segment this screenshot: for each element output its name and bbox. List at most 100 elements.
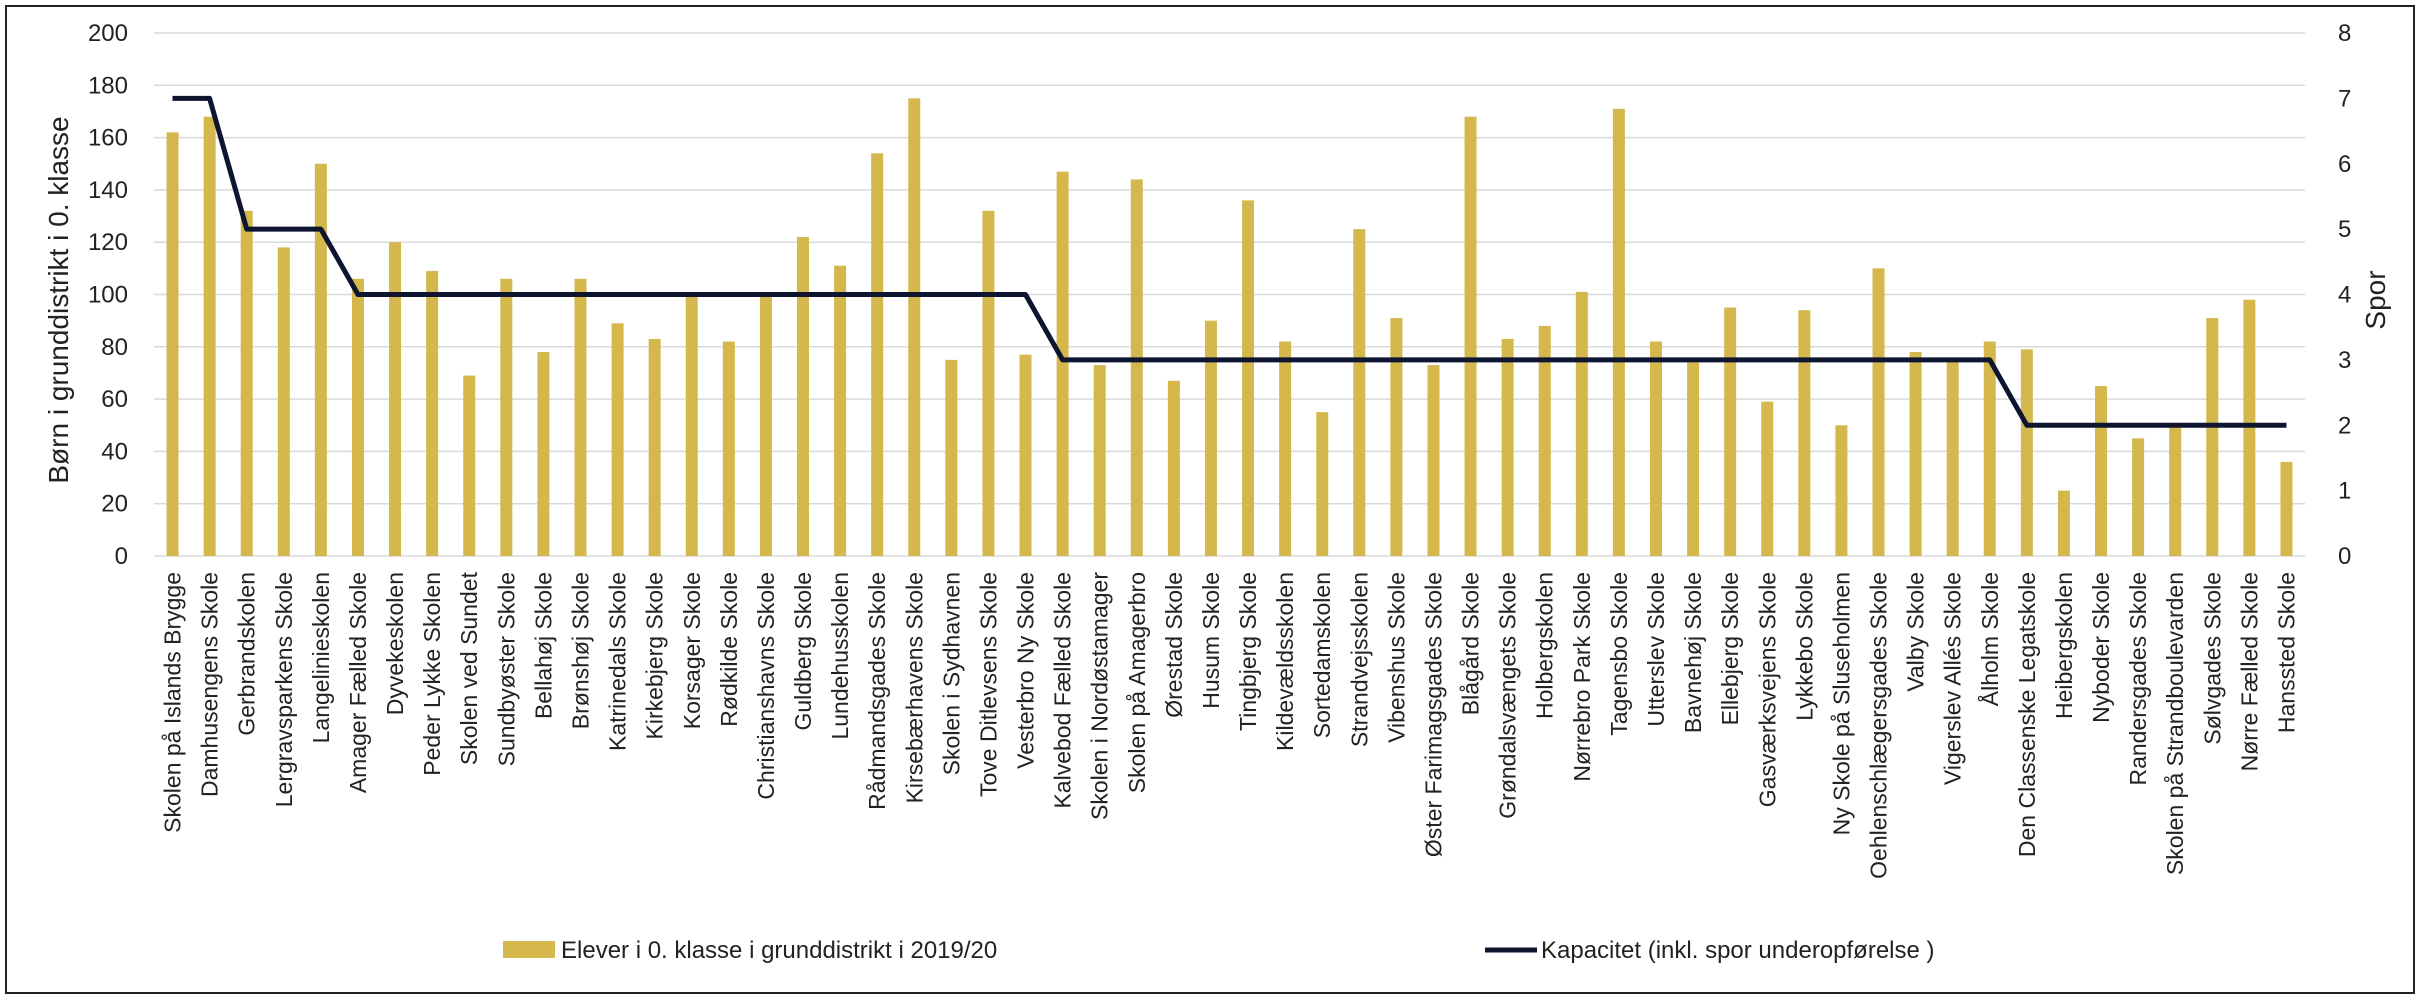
category-label: Vibenshus Skole (1383, 572, 1409, 743)
category-label: Ny Skole på Sluseholmen (1828, 572, 1854, 835)
bar (351, 278, 364, 556)
bar (1575, 291, 1588, 556)
bar (1909, 352, 1922, 556)
category-label: Ørestad Skole (1161, 572, 1187, 718)
bar (982, 210, 995, 556)
bar (797, 236, 810, 556)
bar (1798, 310, 1811, 556)
category-label: Gerbrandskolen (234, 572, 260, 736)
category-label: Ålholm Skole (1976, 572, 2003, 706)
y2-tick-label: 1 (2338, 478, 2351, 505)
bar (426, 270, 439, 556)
category-label: Vigerslev Allés Skole (1940, 572, 1966, 785)
category-label: Den Classenske Legatskole (2014, 572, 2040, 857)
y2-tick-label: 8 (2338, 20, 2351, 47)
bar (1612, 108, 1625, 557)
legend-line-label: Kapacitet (inkl. spor underopførelse ) (1541, 937, 1935, 964)
bar (1056, 171, 1069, 556)
legend-bar-label: Elever i 0. klasse i grunddistrikt i 201… (561, 937, 997, 964)
category-label: Utterslev Skole (1643, 572, 1669, 727)
category-label: Brønshøj Skole (568, 572, 594, 729)
y2-tick-label: 6 (2338, 151, 2351, 178)
bar (1427, 365, 1440, 556)
category-label: Skolen på Strandboulevarden (2162, 572, 2188, 875)
category-label: Lykkebo Skole (1791, 572, 1817, 721)
category-label: Lergravsparkens Skole (271, 572, 297, 807)
bar (1761, 401, 1774, 556)
bar (1316, 412, 1329, 556)
category-label: Skolen på Islands Brygge (160, 572, 186, 833)
category-label: Nørrebro Park Skole (1569, 572, 1595, 782)
bar (203, 116, 216, 557)
bar (166, 132, 179, 556)
y2-tick-label: 3 (2338, 347, 2351, 374)
bar (574, 278, 587, 556)
y2-tick-label: 7 (2338, 85, 2351, 112)
category-label: Guldberg Skole (790, 572, 816, 731)
category-label: Nørre Fælled Skole (2236, 572, 2262, 771)
gridlines (154, 32, 2305, 557)
bar (722, 341, 735, 556)
bar (1946, 359, 1959, 556)
legend-bar-swatch (503, 941, 555, 958)
bar (2206, 318, 2219, 556)
bar (2020, 349, 2033, 556)
category-label: Damhusengens Skole (197, 572, 223, 797)
bar (1501, 338, 1514, 556)
y-tick-label: 180 (88, 72, 128, 99)
bar (1835, 425, 1848, 556)
category-label: Vesterbro Ny Skole (1013, 572, 1039, 769)
category-label: Blågård Skole (1458, 572, 1484, 715)
y-tick-label: 100 (88, 282, 128, 309)
y-axis-title: Børn i grunddistrikt i 0. klasse (43, 116, 74, 483)
y-tick-label: 40 (101, 438, 128, 465)
bar (1130, 179, 1143, 556)
bar (908, 98, 921, 556)
category-label: Nyboder Skole (2088, 572, 2114, 723)
bar (463, 375, 476, 556)
bar (500, 278, 513, 556)
y2-tick-label: 4 (2338, 282, 2351, 309)
bar (1353, 229, 1366, 556)
category-label: Heibergskolen (2051, 572, 2077, 719)
bar (1390, 318, 1403, 556)
legend: Elever i 0. klasse i grunddistrikt i 201… (503, 937, 1935, 964)
category-label: Gasværksvejens Skole (1754, 572, 1780, 807)
category-label: Ellebjerg Skole (1717, 572, 1743, 725)
bar (1279, 341, 1292, 556)
bar (1538, 325, 1551, 556)
y2-tick-label: 2 (2338, 412, 2351, 439)
category-label: Dyvekeskolen (382, 572, 408, 715)
capacity-line (172, 95, 2287, 428)
category-label: Rådmandsgades Skole (864, 572, 890, 810)
bar (240, 210, 253, 556)
bar (1649, 341, 1662, 556)
category-label: Tingbjerg Skole (1235, 572, 1261, 731)
category-label: Grøndalsvængets Skole (1495, 572, 1521, 819)
category-label: Strandvejsskolen (1346, 572, 1372, 747)
category-labels: Skolen på Islands Brygge Damhusengens Sko… (160, 571, 2300, 878)
category-label: Bellahøj Skole (530, 572, 556, 719)
bar (834, 265, 847, 556)
bar (871, 153, 884, 557)
bar (1242, 200, 1255, 557)
chart-frame (5, 5, 2415, 994)
bar (1464, 116, 1477, 557)
bar (1687, 362, 1700, 556)
category-label: Skolen ved Sundet (456, 571, 482, 765)
right-axis-ticks: 0 1 2 3 4 5 6 7 8 (2338, 20, 2351, 570)
category-label: Skolen på Amagerbro (1124, 572, 1150, 793)
bar (389, 242, 402, 556)
category-label: Katrinedals Skole (605, 572, 631, 751)
bar (314, 163, 327, 556)
category-label: Holbergskolen (1532, 572, 1558, 719)
bar (2095, 386, 2108, 556)
category-label: Husum Skole (1198, 572, 1224, 709)
category-label: Øster Farimagsgades Skole (1421, 572, 1447, 857)
category-label: Oehlenschlægersgades Skole (1866, 572, 1892, 879)
category-label: Korsager Skole (679, 572, 705, 729)
category-label: Kalvebod Fælled Skole (1050, 572, 1076, 809)
category-label: Sundbyøster Skole (493, 572, 519, 766)
category-label: Skolen i Nordøstamager (1087, 572, 1113, 820)
y-tick-label: 60 (101, 386, 128, 413)
